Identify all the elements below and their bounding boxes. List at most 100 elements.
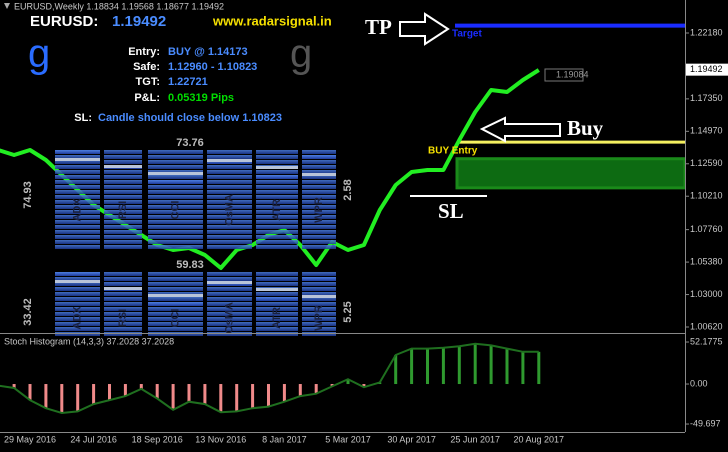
panel-stripe (148, 317, 203, 321)
stoch-bar (489, 345, 493, 385)
panel-stripe (207, 205, 252, 209)
panel-stripe (148, 322, 203, 326)
pnl-value: 0.05319 Pips (168, 92, 234, 104)
panel-stripe (148, 190, 203, 194)
panel-highlight (55, 280, 100, 283)
panel-stripe (148, 245, 203, 249)
menu-icon[interactable] (4, 3, 10, 9)
stoch-bar (346, 379, 350, 385)
panel-stripe (55, 215, 100, 219)
y-tick-label: 1.00620 (690, 321, 723, 331)
panel-stripe (55, 282, 100, 286)
panel-stripe (302, 220, 336, 224)
panel-stripe (256, 240, 298, 244)
panel-stripe (104, 272, 142, 276)
y-tick-label: 1.05380 (690, 256, 723, 266)
indicator-label: RSI (117, 309, 129, 327)
panel-stripe (207, 302, 252, 306)
stoch-bar (251, 384, 255, 409)
panel-stripe (302, 302, 336, 306)
panel-stripe (256, 170, 298, 174)
panel-highlight (104, 165, 142, 168)
panel-stripe (104, 220, 142, 224)
tp-label: TP (365, 15, 392, 39)
stoch-bar (505, 348, 509, 385)
panel-stripe (256, 272, 298, 276)
pnl-label: P&L: (134, 92, 160, 104)
panel-stripe (302, 292, 336, 296)
panel-stripe (207, 322, 252, 326)
stoch-bar (473, 343, 477, 385)
logo: g (28, 32, 50, 76)
panel-stripe (302, 170, 336, 174)
x-tick-label: 25 Jun 2017 (450, 434, 500, 444)
panel-highlight (207, 159, 252, 162)
y-tick-label: 1.07760 (690, 224, 723, 234)
panel-stripe (302, 175, 336, 179)
panel-stripe (104, 170, 142, 174)
panel-stripe (256, 160, 298, 164)
panel-stripe (256, 282, 298, 286)
stoch-bar (537, 351, 541, 385)
panel-stripe (148, 287, 203, 291)
indicator-label: RSI (117, 201, 129, 219)
panel-stripe (148, 302, 203, 306)
panel-stripe (302, 272, 336, 276)
stoch-bar (60, 384, 64, 414)
x-tick-label: 8 Jan 2017 (262, 434, 307, 444)
panel-stripe (55, 205, 100, 209)
panel-stripe (302, 312, 336, 316)
entry-value: BUY @ 1.14173 (168, 46, 248, 58)
panel-stripe (148, 230, 203, 234)
panel-stripe (207, 150, 252, 154)
panel-stripe (302, 155, 336, 159)
stoch-bar (171, 384, 175, 410)
panel-stripe (104, 200, 142, 204)
panel-stripe (55, 322, 100, 326)
panel-stripe (256, 220, 298, 224)
panel-stripe (104, 277, 142, 281)
panel-stripe (256, 205, 298, 209)
panel-stripe (55, 185, 100, 189)
panel-stripe (302, 195, 336, 199)
panel-stripe (104, 205, 142, 209)
panel-stripe (104, 302, 142, 306)
indicator-label: ATR (271, 307, 283, 329)
panel-highlight (104, 287, 142, 290)
panel-stripe (148, 272, 203, 276)
stoch-bar (441, 347, 445, 385)
panel-stripe (302, 307, 336, 311)
site: www.radarsignal.in (212, 13, 332, 28)
panel-stripe (256, 297, 298, 301)
panel-stripe (207, 155, 252, 159)
panel-stripe (256, 307, 298, 311)
panel-stripe (256, 175, 298, 179)
y-tick-label: 1.10210 (690, 191, 723, 201)
stoch-bar (282, 384, 286, 402)
indicator-value: 73.76 (176, 137, 204, 149)
panel-stripe (148, 185, 203, 189)
panel-stripe (148, 165, 203, 169)
panel-stripe (207, 180, 252, 184)
panel-stripe (256, 185, 298, 189)
panel-stripe (302, 282, 336, 286)
x-tick-label: 5 Mar 2017 (325, 434, 371, 444)
stoch-bar (426, 348, 429, 385)
panel-stripe (55, 235, 100, 239)
panel-stripe (104, 190, 142, 194)
chart-title: EURUSD,Weekly 1.18834 1.19568 1.18677 1.… (14, 1, 224, 11)
panel-stripe (302, 277, 336, 281)
panel-stripe (148, 240, 203, 244)
panel-stripe (104, 282, 142, 286)
price-box (544, 68, 584, 82)
panel-highlight (148, 172, 203, 175)
stoch-bar (298, 384, 302, 397)
panel-stripe (207, 327, 252, 331)
panel-stripe (148, 210, 203, 214)
panel-stripe (302, 180, 336, 184)
panel-stripe (55, 170, 100, 174)
panel-stripe (55, 220, 100, 224)
panel-stripe (148, 195, 203, 199)
x-tick-label: 20 Aug 2017 (514, 434, 565, 444)
